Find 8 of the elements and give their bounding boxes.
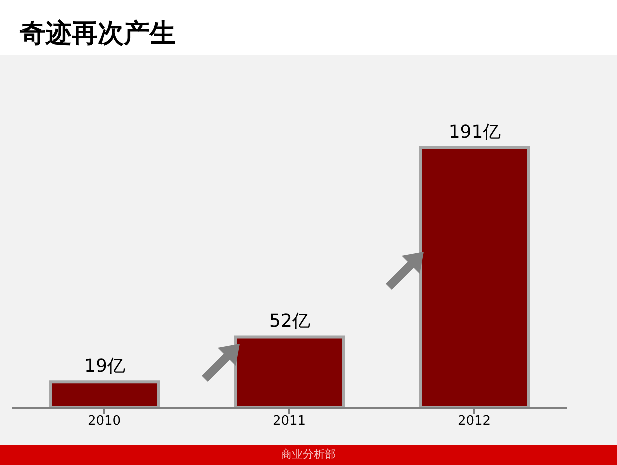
text: 商业分析部 bbox=[0, 447, 617, 462]
data-label: 52亿 bbox=[270, 311, 310, 332]
x-tick-label: 2012 bbox=[458, 414, 492, 430]
x-tick-label: 2011 bbox=[272, 414, 306, 430]
data-label: 191亿 bbox=[448, 122, 502, 143]
data-label: 19亿 bbox=[84, 356, 126, 378]
x-tick-label: 2010 bbox=[88, 414, 122, 430]
chart-title: 奇迹再次产生 bbox=[20, 18, 176, 51]
